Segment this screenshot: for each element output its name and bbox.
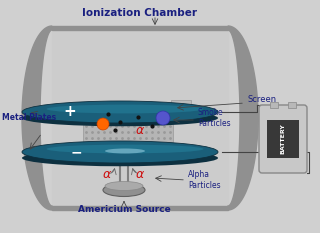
Circle shape — [97, 118, 109, 130]
Bar — [267, 120, 299, 158]
Ellipse shape — [22, 101, 218, 123]
Polygon shape — [22, 26, 52, 210]
Ellipse shape — [103, 184, 145, 196]
Text: Metal Plates: Metal Plates — [2, 113, 56, 123]
Bar — [288, 102, 296, 108]
Ellipse shape — [105, 148, 145, 154]
Ellipse shape — [22, 110, 218, 126]
Ellipse shape — [105, 182, 143, 191]
Text: $\alpha$: $\alpha$ — [135, 123, 145, 137]
Text: Ionization Chamber: Ionization Chamber — [83, 8, 197, 18]
Ellipse shape — [47, 145, 204, 153]
Text: $\alpha$: $\alpha$ — [102, 168, 112, 181]
Text: +: + — [64, 104, 76, 120]
Circle shape — [156, 111, 170, 125]
Bar — [171, 100, 191, 105]
Bar — [270, 102, 278, 108]
Polygon shape — [52, 30, 228, 206]
Polygon shape — [228, 26, 258, 210]
Text: Smoke
Particles: Smoke Particles — [198, 108, 231, 128]
Ellipse shape — [47, 105, 204, 113]
Text: Americium Source: Americium Source — [78, 206, 170, 215]
FancyBboxPatch shape — [259, 105, 307, 173]
Polygon shape — [52, 26, 228, 30]
Ellipse shape — [22, 150, 218, 166]
Text: Alpha
Particles: Alpha Particles — [188, 170, 220, 190]
Text: Screen: Screen — [247, 96, 276, 104]
Text: $\alpha$: $\alpha$ — [135, 168, 145, 181]
Text: −: − — [70, 145, 82, 159]
Polygon shape — [52, 206, 228, 210]
Bar — [83, 105, 173, 142]
Ellipse shape — [22, 141, 218, 163]
Text: BATTERY: BATTERY — [281, 123, 285, 154]
